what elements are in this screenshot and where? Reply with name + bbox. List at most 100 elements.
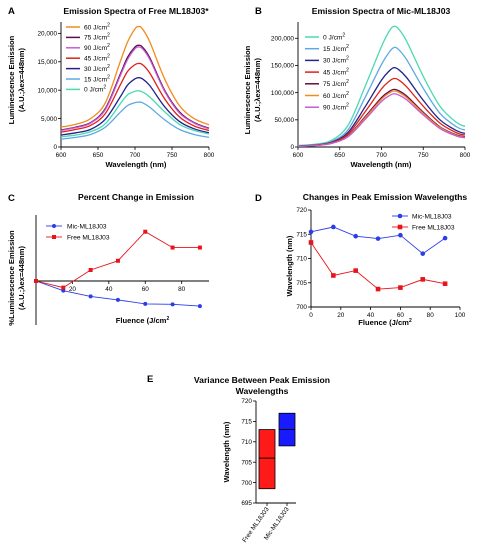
panel-c-point-0-4 (143, 301, 148, 306)
panel-d-ytick-label-1: 705 (296, 280, 307, 287)
panel-d-point-1-6 (442, 281, 448, 287)
panel-c-point-1-4 (143, 229, 148, 234)
panel-d-ytick-label-2: 710 (296, 256, 307, 263)
panel-d-series-line-1 (310, 242, 446, 290)
panel-c-xlabel: Fluence (J/cm2 (116, 316, 170, 325)
panel-a-legend-label-2: 90 J/cm2 (84, 43, 110, 52)
panel-a-series-6 (60, 90, 210, 138)
panel-b-xlabel: Wavelength (nm) (351, 160, 412, 169)
panel-c-point-1-3 (115, 258, 120, 263)
panel-c-xtick-label-0: 20 (69, 286, 77, 293)
panel-c-title: Percent Change in Emission (78, 192, 194, 202)
panel-a-legend-label-5: 15 J/cm2 (84, 74, 110, 83)
panel-a-series-5 (60, 101, 210, 140)
panel-a-xtick-label-4: 800 (204, 152, 215, 159)
panel-c-ylabel-line2: (A.U.;λex=448nm) (17, 246, 26, 310)
panel-d-legend-marker-0 (397, 213, 403, 219)
panel-label-b: B (255, 6, 262, 17)
panel-d-point-0-4 (398, 232, 403, 238)
panel-b-legend-label-4: 75 J/cm2 (323, 79, 349, 88)
panel-b-legend-label-5: 60 J/cm2 (323, 91, 349, 100)
panel-d-ytick-label-0: 700 (296, 304, 307, 311)
panel-a-xtick-label-0: 600 (56, 152, 67, 159)
panel-d-title: Changes in Peak Emission Wavelengths (303, 192, 468, 202)
panel-c-legend-marker-0 (52, 224, 56, 228)
panel-b-ytick-label-4: 200,000 (271, 36, 295, 43)
panel-d-xtick-label-2: 40 (367, 312, 375, 319)
panel-d-legend-label-1: Free ML18J03 (412, 224, 455, 231)
panel-b-legend-label-0: 0 J/cm2 (323, 32, 345, 41)
panel-label-c: C (8, 193, 15, 204)
panel-b-series-6 (297, 93, 466, 147)
panel-d-ytick-label-4: 720 (296, 207, 307, 214)
panel-a-xtick-label-3: 750 (167, 152, 178, 159)
panel-b-ytick-label-1: 50,000 (274, 117, 294, 124)
panel-a-ylabel-line1: Luminescence Emission (7, 35, 16, 124)
panel-e-ytick-label-3: 710 (241, 439, 252, 446)
panel-label-e: E (147, 374, 153, 385)
panel-d-point-0-3 (375, 236, 381, 241)
panel-b-ylabel-line2: (A.U.;λex=448nm) (253, 58, 262, 122)
panel-e-box-0 (258, 429, 276, 490)
panel-d-xtick-label-3: 60 (397, 312, 405, 319)
panel-b-ytick-label-2: 100,000 (271, 90, 295, 97)
panel-c-xtick-label-2: 60 (142, 286, 150, 293)
panel-c-point-1-6 (197, 245, 202, 250)
panel-b-series-1 (297, 46, 466, 147)
panel-a-series-4 (60, 77, 210, 136)
panel-a-ytick-label-2: 10,000 (37, 87, 57, 94)
panel-d-xtick-label-5: 100 (455, 312, 466, 319)
panel-b-xtick-label-2: 700 (376, 152, 387, 159)
panel-e-ytick-label-1: 700 (241, 480, 252, 487)
panel-e-ylabel: Wavelength (nm) (222, 421, 231, 482)
panel-b-legend-label-3: 45 J/cm2 (323, 67, 349, 76)
panel-d-xtick-label-0: 0 (309, 312, 313, 319)
panel-d-ylabel: Wavelength (nm) (285, 235, 294, 296)
panel-a-series-2 (60, 46, 210, 132)
panel-c-xtick-label-1: 40 (105, 286, 113, 293)
panel-c-point-1-0 (34, 279, 38, 283)
panel-e-ytick-label-4: 715 (241, 419, 252, 426)
panel-a-legend-label-1: 75 J/cm2 (84, 33, 110, 42)
panel-c-series-line-0 (35, 280, 200, 307)
panel-label-d: D (255, 193, 262, 204)
panel-e-ytick-label-0: 695 (241, 500, 252, 507)
panel-a-legend-label-6: 0 J/cm2 (84, 85, 106, 94)
panel-a-legend-label-3: 45 J/cm2 (84, 54, 110, 63)
panel-d-point-1-1 (331, 273, 336, 278)
panel-c-legend-label-1: Free ML18J03 (67, 234, 110, 241)
panel-d-point-1-3 (375, 286, 381, 292)
panel-a-legend-label-0: 60 J/cm2 (84, 22, 110, 31)
panel-b-series-3 (297, 77, 466, 147)
panel-d-ytick-label-3: 715 (296, 231, 307, 238)
panel-a-xtick-label-2: 700 (130, 152, 141, 159)
panel-a-xtick-label-1: 650 (93, 152, 104, 159)
panel-a-series-3 (60, 62, 210, 133)
panel-d-point-0-1 (331, 224, 336, 230)
panel-a-legend-label-4: 30 J/cm2 (84, 64, 110, 73)
panel-e-title-line2: Wavelengths (236, 386, 289, 396)
panel-c-point-1-2 (88, 268, 93, 272)
panel-b-series-0 (297, 25, 466, 147)
panel-b-ytick-label-3: 150,000 (271, 63, 295, 70)
panel-d-point-0-5 (420, 251, 426, 256)
panel-c-legend-label-0: Mic-ML18J03 (67, 223, 107, 230)
panel-c-legend-marker-1 (52, 235, 56, 239)
panel-a-ytick-label-0: 0 (53, 144, 57, 151)
panel-a-ytick-label-3: 15,000 (37, 59, 57, 66)
panel-e-title-line1: Variance Between Peak Emission (194, 375, 330, 385)
panel-b-ytick-label-0: 0 (290, 144, 294, 151)
panel-b-legend-label-1: 15 J/cm2 (323, 44, 349, 53)
panel-b-xtick-label-3: 750 (418, 152, 429, 159)
panel-a-title: Emission Spectra of Free ML18J03* (63, 6, 209, 16)
panel-c-ylabel-line1: %Luminescence Emission (7, 230, 16, 326)
panel-b-xtick-label-4: 800 (460, 152, 471, 159)
panel-d-legend-label-0: Mic-ML18J03 (412, 213, 452, 220)
panel-a-ytick-label-4: 20,000 (37, 31, 57, 38)
panel-c-point-1-5 (170, 245, 175, 250)
panel-b-legend-label-6: 90 J/cm2 (323, 103, 349, 112)
panel-a-series-0 (60, 25, 210, 128)
panel-a-xlabel: Wavelength (nm) (106, 160, 167, 169)
panel-c-point-0-3 (115, 297, 120, 302)
